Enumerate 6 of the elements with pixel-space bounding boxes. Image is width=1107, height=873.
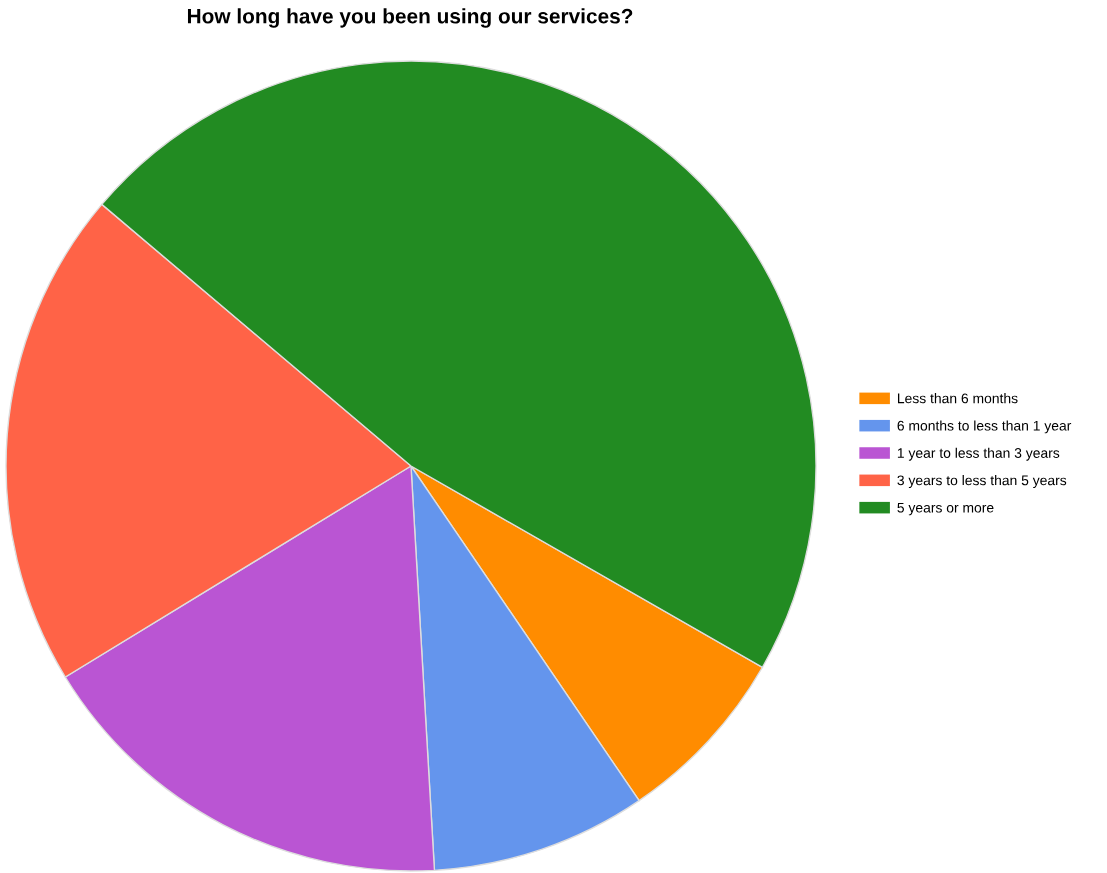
legend-label: Less than 6 months (897, 393, 1018, 404)
legend-label: 5 years or more (897, 502, 994, 516)
legend-label: 3 years to less than 5 years (897, 475, 1067, 489)
legend-label: 1 year to less than 3 years (897, 447, 1060, 461)
chart-title: How long have you been using our services? (187, 8, 633, 28)
legend-label: 6 months to less than 1 year (897, 420, 1072, 434)
